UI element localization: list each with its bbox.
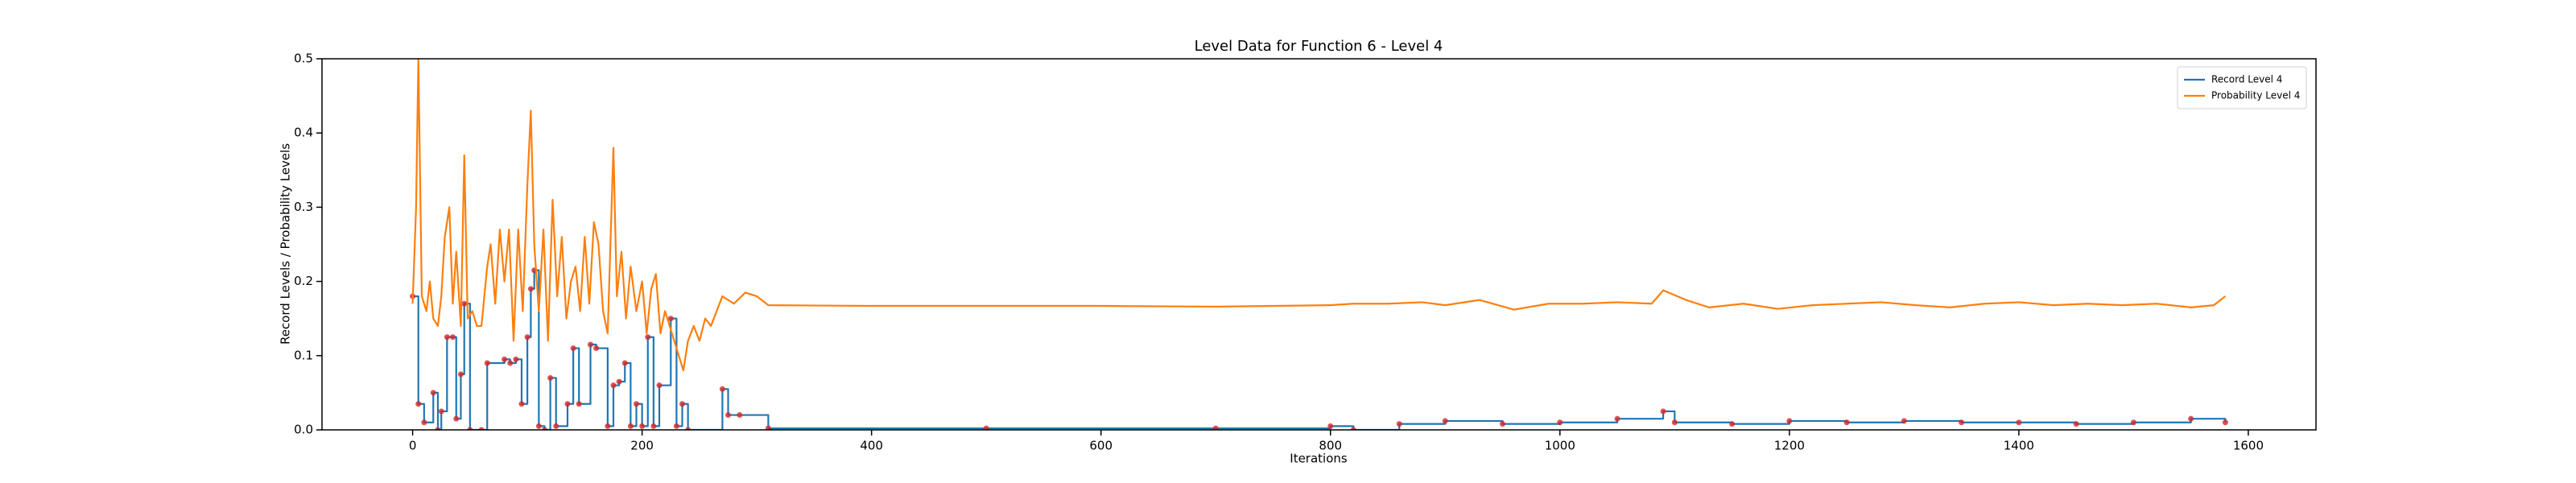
record-marker bbox=[639, 423, 646, 429]
record-marker bbox=[719, 386, 725, 392]
record-marker bbox=[535, 423, 542, 429]
x-tick-label: 200 bbox=[630, 439, 654, 453]
record-marker bbox=[1786, 418, 1793, 424]
chart-title: Level Data for Function 6 - Level 4 bbox=[1195, 38, 1443, 55]
record-marker bbox=[507, 360, 514, 366]
record-marker bbox=[2222, 419, 2228, 426]
legend-box bbox=[2177, 66, 2307, 109]
record-marker bbox=[484, 360, 490, 366]
plot-area bbox=[410, 59, 2228, 430]
record-marker bbox=[725, 412, 732, 419]
x-tick-label: 1000 bbox=[1545, 439, 1575, 453]
record-marker bbox=[453, 415, 460, 422]
record-marker bbox=[553, 423, 559, 429]
record-marker bbox=[541, 427, 547, 430]
x-axis-label: Iterations bbox=[1290, 452, 1348, 466]
record-marker bbox=[2073, 421, 2079, 427]
y-tick-label: 0.2 bbox=[294, 274, 313, 288]
legend-label: Record Level 4 bbox=[2211, 74, 2282, 85]
record-marker bbox=[634, 401, 640, 407]
record-marker bbox=[1843, 419, 1850, 426]
series-line bbox=[412, 269, 2227, 430]
y-tick-label: 0.4 bbox=[294, 126, 313, 140]
record-marker bbox=[435, 427, 441, 430]
x-tick-label: 800 bbox=[1319, 439, 1342, 453]
x-tick-label: 1200 bbox=[1774, 439, 1805, 453]
record-marker bbox=[576, 401, 582, 407]
y-tick-label: 0.5 bbox=[294, 52, 313, 66]
record-marker bbox=[430, 390, 436, 396]
record-marker bbox=[605, 423, 611, 429]
record-marker bbox=[679, 401, 686, 407]
record-marker bbox=[1500, 421, 1506, 427]
record-marker bbox=[478, 427, 485, 430]
record-marker bbox=[983, 425, 989, 430]
record-marker bbox=[1327, 423, 1334, 429]
record-marker bbox=[444, 334, 450, 341]
record-marker bbox=[527, 286, 534, 292]
record-marker bbox=[1660, 408, 1666, 415]
record-marker bbox=[1350, 427, 1356, 430]
record-marker bbox=[513, 356, 519, 362]
legend: Record Level 4 Probability Level 4 bbox=[2177, 66, 2307, 109]
x-tick-label: 400 bbox=[860, 439, 883, 453]
record-marker bbox=[438, 408, 444, 415]
record-marker bbox=[737, 412, 743, 419]
record-marker bbox=[502, 356, 508, 362]
record-marker bbox=[518, 401, 525, 407]
record-marker bbox=[1557, 419, 1563, 426]
record-marker bbox=[1442, 418, 1448, 424]
record-marker bbox=[587, 341, 593, 348]
record-marker bbox=[421, 419, 427, 426]
record-marker bbox=[685, 427, 691, 430]
record-marker bbox=[570, 345, 576, 352]
record-marker bbox=[627, 423, 634, 429]
record-marker bbox=[656, 382, 663, 389]
record-marker bbox=[616, 378, 622, 385]
record-marker bbox=[1671, 419, 1678, 426]
x-tick-label: 600 bbox=[1089, 439, 1113, 453]
record-marker bbox=[2016, 419, 2022, 426]
record-marker bbox=[673, 423, 679, 429]
record-marker bbox=[461, 300, 468, 307]
record-marker bbox=[449, 334, 456, 341]
y-tick-label: 0.1 bbox=[294, 348, 313, 362]
record-marker bbox=[457, 371, 464, 378]
record-marker bbox=[650, 423, 657, 429]
x-tick-label: 0 bbox=[409, 439, 417, 453]
record-marker bbox=[524, 334, 530, 341]
record-marker bbox=[667, 316, 674, 322]
y-axis-label: Record Levels / Probability Levels bbox=[279, 143, 293, 345]
axes-frame bbox=[321, 58, 2317, 431]
record-marker bbox=[765, 425, 771, 430]
record-marker bbox=[1729, 421, 1736, 427]
record-marker bbox=[1614, 415, 1620, 422]
record-marker bbox=[415, 401, 422, 407]
legend-label: Probability Level 4 bbox=[2211, 90, 2300, 101]
x-tick-label: 1400 bbox=[2004, 439, 2034, 453]
record-marker bbox=[610, 382, 617, 389]
record-marker bbox=[2188, 415, 2194, 422]
record-marker bbox=[467, 427, 473, 430]
y-tick-label: 0.0 bbox=[294, 423, 313, 437]
record-marker bbox=[621, 360, 628, 366]
record-marker bbox=[593, 345, 600, 352]
x-tick-label: 1600 bbox=[2233, 439, 2264, 453]
record-marker bbox=[1901, 418, 1907, 424]
y-tick-label: 0.3 bbox=[294, 200, 313, 214]
record-marker bbox=[1212, 425, 1219, 430]
record-marker bbox=[1959, 419, 1965, 426]
record-marker bbox=[564, 401, 571, 407]
series-line bbox=[411, 59, 2227, 372]
record-marker bbox=[645, 334, 651, 341]
record-marker bbox=[1396, 421, 1402, 427]
record-marker bbox=[2130, 419, 2136, 426]
record-marker bbox=[547, 374, 554, 381]
